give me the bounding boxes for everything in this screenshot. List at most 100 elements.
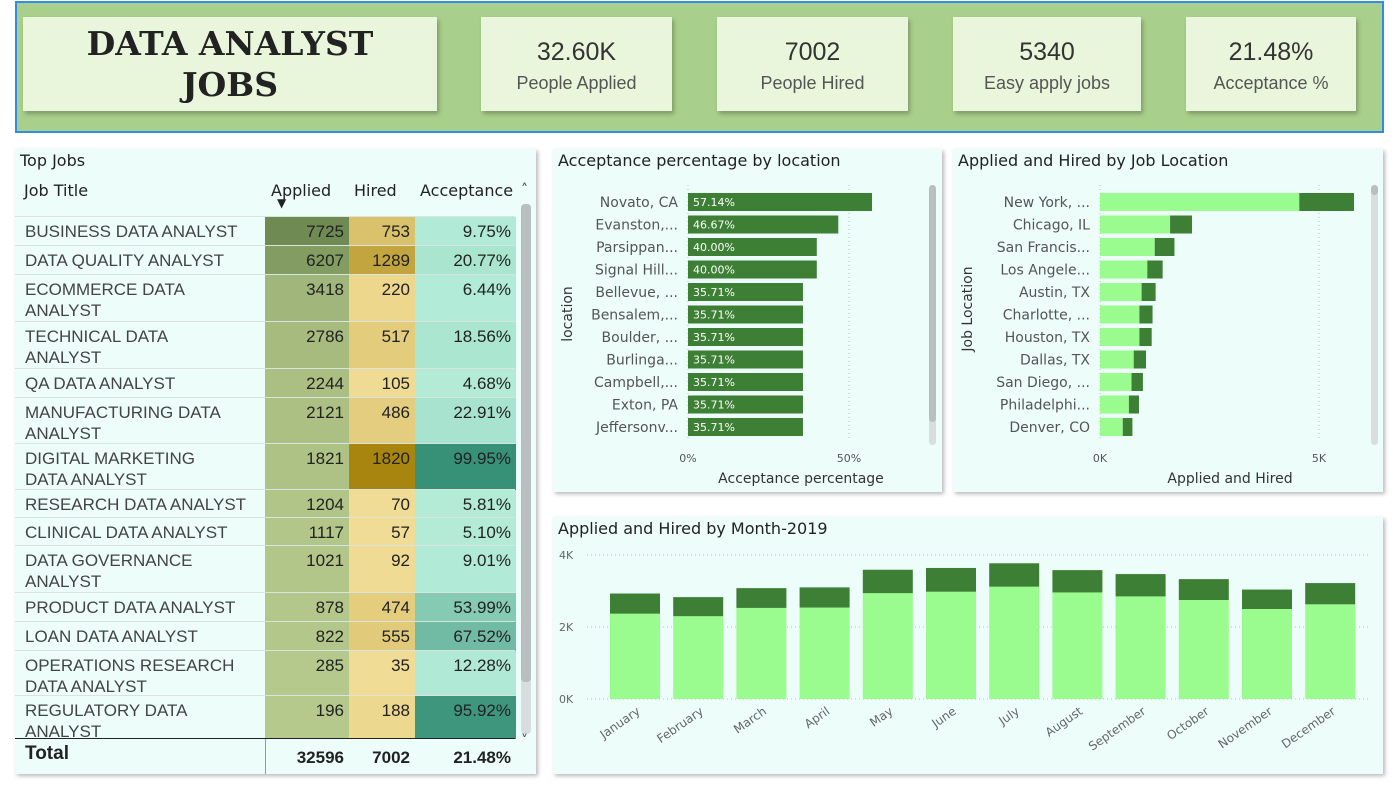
total-label: Total bbox=[25, 743, 69, 764]
scroll-down-icon[interactable]: ˅ bbox=[521, 733, 528, 749]
job-title-line: TECHNICAL DATA bbox=[25, 327, 169, 346]
kpi-easy-apply-jobs[interactable]: 5340 Easy apply jobs bbox=[953, 17, 1141, 111]
table-row[interactable]: BUSINESS DATA ANALYST 7725 753 9.75% bbox=[15, 216, 516, 246]
applied-hired-by-month-panel: Applied and Hired by Month-2019 0K 2K 4K Ja… bbox=[553, 517, 1383, 774]
y-tick-label: 2K bbox=[559, 621, 574, 634]
acceptance-cell: 6.44% bbox=[415, 275, 516, 322]
bar-applied bbox=[1100, 260, 1148, 279]
hired-cell: 70 bbox=[349, 490, 415, 518]
chart-scrollbar-thumb[interactable] bbox=[929, 185, 936, 422]
table-row[interactable]: LOAN DATA ANALYST 822 555 67.52% bbox=[15, 621, 516, 651]
bar-applied bbox=[1100, 193, 1300, 211]
bar-hired bbox=[1052, 570, 1103, 593]
applied-cell: 3418 bbox=[265, 275, 349, 322]
top-jobs-table-panel: Top Jobs Job Title Applied ▼ Hired Accep… bbox=[15, 149, 536, 774]
hired-cell: 753 bbox=[349, 217, 415, 246]
job-title-line: ECOMMERCE DATA bbox=[25, 280, 185, 299]
bar-applied bbox=[1100, 418, 1123, 436]
table-row[interactable]: QA DATA ANALYST 2244 105 4.68% bbox=[15, 368, 516, 398]
applied-hired-by-location-panel: Applied and Hired by Job Location 0K 5K Ne… bbox=[953, 149, 1383, 492]
y-tick-label: Signal Hill... bbox=[595, 263, 678, 279]
table-row[interactable]: ECOMMERCE DATA ANALYST 3418 220 6.44% bbox=[15, 274, 516, 322]
chart-scrollbar[interactable] bbox=[929, 185, 936, 445]
applied-cell: 196 bbox=[265, 696, 349, 739]
table-row[interactable]: MANUFACTURING DATA ANALYST 2121 486 22.91% bbox=[15, 397, 516, 444]
dashboard-title: DATA ANALYST JOBS bbox=[87, 23, 374, 105]
acceptance-cell: 5.81% bbox=[415, 490, 516, 518]
column-header-job-title[interactable]: Job Title bbox=[24, 181, 89, 200]
bar bbox=[688, 215, 839, 234]
y-tick-label: Denver, CO bbox=[1009, 420, 1090, 436]
applied-cell: 878 bbox=[265, 593, 349, 622]
data-label: 40.00% bbox=[693, 264, 735, 277]
kpi-value: 21.48% bbox=[1228, 38, 1314, 66]
kpi-label: Acceptance % bbox=[1213, 73, 1329, 93]
column-header-acceptance[interactable]: Acceptance bbox=[420, 181, 514, 200]
column-header-applied[interactable]: Applied bbox=[271, 181, 332, 200]
bar-hired bbox=[1154, 238, 1175, 256]
bar-applied bbox=[736, 607, 787, 699]
job-title-line: DATA ANALYST bbox=[25, 677, 147, 696]
hired-cell: 474 bbox=[349, 593, 415, 622]
x-tick-label: 0K bbox=[1093, 452, 1108, 465]
bar-applied bbox=[673, 616, 724, 699]
sort-descending-icon[interactable]: ▼ bbox=[277, 196, 287, 210]
acceptance-cell: 5.10% bbox=[415, 518, 516, 546]
applied-cell: 2244 bbox=[265, 369, 349, 398]
job-title-line: BUSINESS DATA ANALYST bbox=[25, 222, 238, 241]
hired-cell: 220 bbox=[349, 275, 415, 322]
kpi-value: 5340 bbox=[1019, 38, 1075, 66]
hired-cell: 92 bbox=[349, 546, 415, 593]
applied-hired-by-location-chart: 0K 5K New York, ... Chicago, IL San Francis.… bbox=[960, 185, 1355, 487]
job-title-cell: DATA GOVERNANCE ANALYST bbox=[18, 546, 265, 593]
table-row[interactable]: DATA GOVERNANCE ANALYST 1021 92 9.01% bbox=[15, 545, 516, 593]
bar-hired bbox=[1133, 350, 1146, 369]
job-title-cell: DATA QUALITY ANALYST bbox=[18, 246, 265, 275]
column-header-hired[interactable]: Hired bbox=[354, 181, 397, 200]
x-tick-label: March bbox=[731, 704, 769, 736]
table-row[interactable]: DIGITAL MARKETING DATA ANALYST 1821 1820 99.… bbox=[15, 443, 516, 490]
chart-scrollbar-thumb[interactable] bbox=[1371, 185, 1378, 195]
chart-scrollbar[interactable] bbox=[1371, 185, 1378, 445]
title-line-1: DATA ANALYST bbox=[86, 24, 374, 63]
bar-hired bbox=[1147, 260, 1163, 279]
table-scrollbar[interactable] bbox=[521, 204, 531, 734]
y-tick-label: 0K bbox=[559, 693, 574, 706]
applied-cell: 822 bbox=[265, 622, 349, 651]
y-axis-title: location bbox=[560, 286, 576, 342]
bar-applied bbox=[1305, 604, 1356, 699]
data-label: 35.71% bbox=[693, 354, 735, 367]
data-label: 46.67% bbox=[693, 219, 735, 232]
applied-cell: 1821 bbox=[265, 444, 349, 490]
job-title-cell: CLINICAL DATA ANALYST bbox=[18, 518, 265, 546]
job-title-line: REGULATORY DATA bbox=[25, 701, 188, 720]
table-row[interactable]: DATA QUALITY ANALYST 6207 1289 20.77% bbox=[15, 245, 516, 275]
total-hired: 7002 bbox=[372, 748, 410, 767]
total-acceptance: 21.48% bbox=[453, 748, 511, 767]
table-row[interactable]: RESEARCH DATA ANALYST 1204 70 5.81% bbox=[15, 489, 516, 518]
y-tick-label: Bensalem,... bbox=[591, 308, 678, 324]
table-row[interactable]: PRODUCT DATA ANALYST 878 474 53.99% bbox=[15, 592, 516, 622]
table-row[interactable]: TECHNICAL DATA ANALYST 2786 517 18.56% bbox=[15, 321, 516, 369]
bar bbox=[688, 395, 803, 414]
x-tick-label: December bbox=[1279, 704, 1338, 751]
kpi-people-applied[interactable]: 32.60K People Applied bbox=[481, 17, 672, 111]
y-tick-label: Austin, TX bbox=[1019, 285, 1090, 301]
job-title-line: LOAN DATA ANALYST bbox=[25, 627, 198, 646]
bar-hired bbox=[1122, 418, 1133, 436]
bar-hired bbox=[1299, 193, 1355, 211]
scroll-up-icon[interactable]: ˄ bbox=[521, 182, 528, 198]
table-row[interactable]: OPERATIONS RESEARCH DATA ANALYST 285 35 12.2… bbox=[15, 650, 516, 696]
table-row[interactable]: CLINICAL DATA ANALYST 1117 57 5.10% bbox=[15, 517, 516, 546]
kpi-acceptance[interactable]: 21.48% Acceptance % bbox=[1186, 17, 1356, 111]
applied-cell: 285 bbox=[265, 651, 349, 696]
kpi-people-hired[interactable]: 7002 People Hired bbox=[717, 17, 908, 111]
bar-hired bbox=[1141, 283, 1156, 301]
job-title-line: ANALYST bbox=[25, 348, 102, 367]
job-title-line: CLINICAL DATA ANALYST bbox=[25, 523, 228, 542]
y-tick-label: Parsippan... bbox=[596, 240, 678, 256]
table-scrollbar-thumb[interactable] bbox=[521, 204, 531, 682]
table-row[interactable]: REGULATORY DATA ANALYST 196 188 95.92% bbox=[15, 695, 516, 741]
x-tick-label: 50% bbox=[837, 452, 861, 465]
job-title-cell: RESEARCH DATA ANALYST bbox=[18, 490, 265, 518]
